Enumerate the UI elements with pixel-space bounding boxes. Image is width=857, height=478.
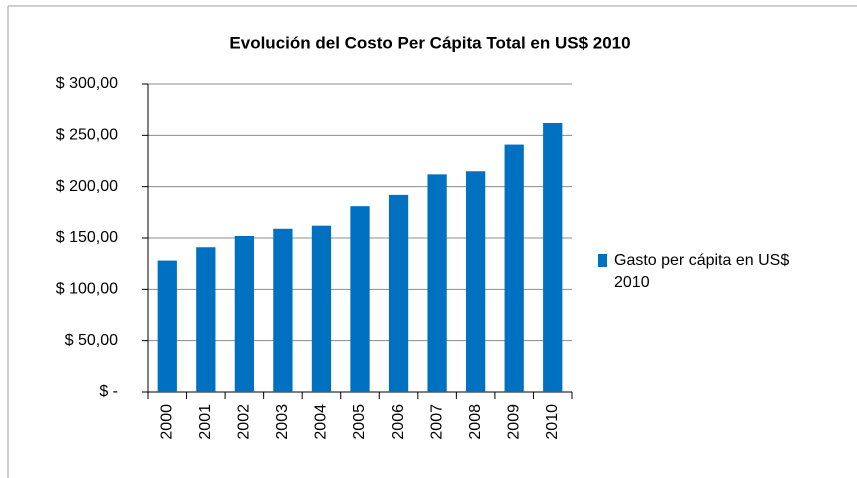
y-tick-label: $ 250,00: [56, 127, 118, 144]
bar: [504, 144, 524, 392]
bar: [157, 260, 177, 392]
x-tick-label: 2005: [351, 404, 368, 440]
bar: [466, 171, 486, 392]
y-tick-label: $ 150,00: [56, 229, 118, 246]
chart-title: Evolución del Costo Per Cápita Total en …: [229, 33, 630, 52]
bar: [273, 228, 293, 392]
legend-swatch: [598, 254, 607, 267]
y-tick-label: $ 50,00: [65, 332, 118, 349]
x-tick-label: 2006: [390, 404, 407, 440]
y-tick-label: $ 200,00: [56, 178, 118, 195]
bar: [543, 123, 563, 392]
x-tick-label: 2001: [197, 404, 214, 440]
x-tick-label: 2004: [313, 404, 330, 440]
x-tick-label: 2008: [467, 404, 484, 440]
bar: [196, 247, 216, 392]
y-tick-label: $ 300,00: [56, 75, 118, 92]
bar: [388, 194, 409, 392]
bar: [350, 206, 370, 392]
bar: [234, 235, 254, 392]
x-tick-label: 2000: [158, 404, 175, 440]
legend-label: Gasto per cápita en US$ 2010: [614, 252, 790, 291]
bar: [427, 174, 447, 392]
y-tick-label: $ -: [99, 383, 118, 400]
x-tick-label: 2002: [236, 404, 253, 440]
x-tick-label: 2009: [505, 404, 522, 440]
x-tick-label: 2010: [544, 404, 561, 440]
bar: [311, 225, 332, 392]
x-tick-label: 2003: [274, 404, 291, 440]
x-tick-label: 2007: [428, 404, 445, 440]
y-tick-label: $ 100,00: [56, 281, 118, 298]
